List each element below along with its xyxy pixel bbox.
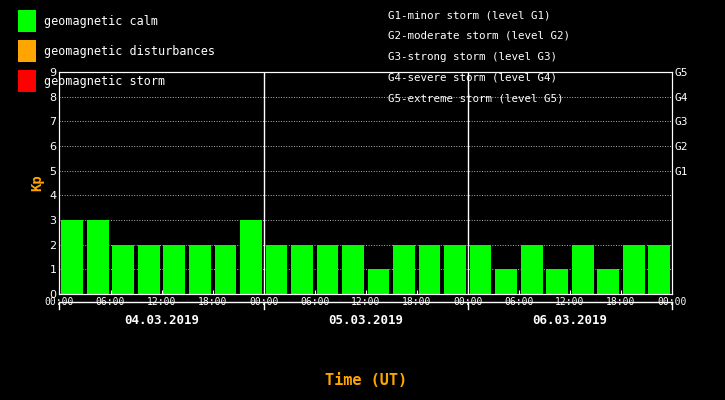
Text: geomagnetic disturbances: geomagnetic disturbances xyxy=(44,44,215,58)
Bar xyxy=(87,220,109,294)
Bar xyxy=(317,245,339,294)
Text: Time (UT): Time (UT) xyxy=(325,373,407,388)
Bar xyxy=(547,269,568,294)
Text: 06.03.2019: 06.03.2019 xyxy=(532,314,608,327)
Bar xyxy=(393,245,415,294)
Bar xyxy=(265,245,287,294)
Text: G1-minor storm (level G1): G1-minor storm (level G1) xyxy=(388,10,550,20)
Bar xyxy=(163,245,185,294)
Text: G4-severe storm (level G4): G4-severe storm (level G4) xyxy=(388,72,557,82)
Text: G5-extreme storm (level G5): G5-extreme storm (level G5) xyxy=(388,93,563,103)
Bar xyxy=(215,245,236,294)
Bar xyxy=(623,245,645,294)
Bar xyxy=(597,269,619,294)
Text: geomagnetic calm: geomagnetic calm xyxy=(44,14,157,28)
Bar xyxy=(572,245,594,294)
Bar xyxy=(521,245,542,294)
Text: 04.03.2019: 04.03.2019 xyxy=(124,314,199,327)
Bar xyxy=(62,220,83,294)
Bar xyxy=(368,269,389,294)
Bar xyxy=(112,245,134,294)
Bar xyxy=(495,269,517,294)
Y-axis label: Kp: Kp xyxy=(30,175,44,191)
Bar xyxy=(419,245,440,294)
Bar xyxy=(444,245,466,294)
Text: G3-strong storm (level G3): G3-strong storm (level G3) xyxy=(388,52,557,62)
Bar xyxy=(648,245,670,294)
Bar xyxy=(189,245,211,294)
Text: G2-moderate storm (level G2): G2-moderate storm (level G2) xyxy=(388,31,570,41)
Bar xyxy=(342,245,364,294)
Bar xyxy=(240,220,262,294)
Text: 05.03.2019: 05.03.2019 xyxy=(328,314,403,327)
Bar xyxy=(138,245,160,294)
Bar xyxy=(291,245,312,294)
Text: geomagnetic storm: geomagnetic storm xyxy=(44,74,165,88)
Bar xyxy=(470,245,492,294)
